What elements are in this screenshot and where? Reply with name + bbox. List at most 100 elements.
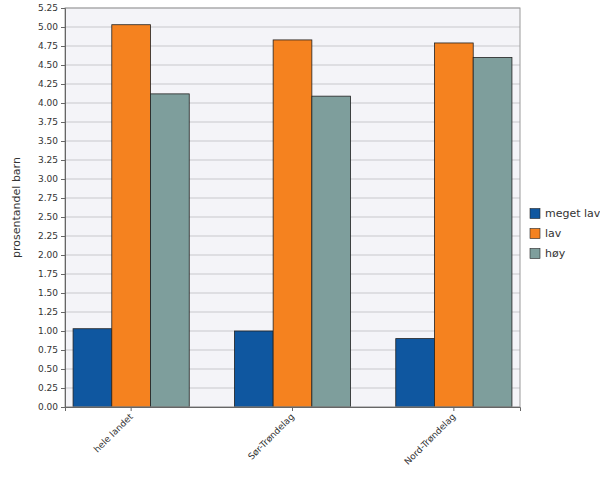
y-tick: 1.25 xyxy=(38,307,65,317)
bar xyxy=(434,43,473,407)
x-tick-mark xyxy=(453,407,454,411)
bar xyxy=(112,25,151,407)
y-tick: 1.75 xyxy=(38,269,65,279)
plot-frame xyxy=(65,8,520,407)
y-tick-mark xyxy=(61,407,65,408)
y-tick: 5.00 xyxy=(38,22,65,32)
legend-item: høy xyxy=(530,247,566,260)
y-tick: 2.50 xyxy=(38,212,65,222)
legend-label: høy xyxy=(545,247,566,260)
y-tick: 3.75 xyxy=(38,117,65,127)
y-tick-label: 1.50 xyxy=(38,288,58,298)
y-tick-mark xyxy=(61,217,65,218)
y-tick: 4.25 xyxy=(38,79,65,89)
bar xyxy=(73,329,112,407)
y-tick: 4.50 xyxy=(38,60,65,70)
y-tick-label: 4.50 xyxy=(38,60,58,70)
y-tick: 0.25 xyxy=(38,383,65,393)
y-tick-mark xyxy=(61,103,65,104)
y-tick: 2.00 xyxy=(38,250,65,260)
bar xyxy=(151,94,190,407)
bar xyxy=(396,339,435,407)
y-tick-mark xyxy=(61,84,65,85)
y-tick: 3.00 xyxy=(38,174,65,184)
y-tick: 1.50 xyxy=(38,288,65,298)
y-tick-label: 3.25 xyxy=(38,155,58,165)
y-tick-mark xyxy=(61,350,65,351)
legend-swatch xyxy=(530,229,540,239)
x-tick: Sør-Trøndelag xyxy=(246,407,296,462)
y-tick-label: 1.75 xyxy=(38,269,58,279)
bar xyxy=(473,57,512,407)
y-axis-line xyxy=(61,9,66,408)
y-tick: 0.00 xyxy=(38,402,65,412)
x-tick-mark xyxy=(131,407,132,411)
y-tick-mark xyxy=(61,274,65,275)
legend-item: meget lav xyxy=(530,207,600,220)
x-tick-label: hele landet xyxy=(92,411,135,454)
plot-background xyxy=(65,8,520,407)
y-tick-label: 0.00 xyxy=(38,402,58,412)
legend-swatch xyxy=(530,209,540,219)
y-tick-mark xyxy=(61,65,65,66)
y-tick-label: 0.25 xyxy=(38,383,58,393)
y-tick-label: 3.50 xyxy=(38,136,58,146)
y-tick-mark xyxy=(61,122,65,123)
y-tick-label: 1.00 xyxy=(38,326,58,336)
y-tick-mark xyxy=(61,312,65,313)
y-tick: 3.50 xyxy=(38,136,65,146)
y-tick-mark xyxy=(61,255,65,256)
y-tick-label: 5.00 xyxy=(38,22,58,32)
x-tick-label: Nord-Trøndelag xyxy=(402,412,457,467)
x-axis: hele landet Sør-Trøndelag Nord-Trøndelag xyxy=(66,407,521,467)
y-tick-label: 2.25 xyxy=(38,231,58,241)
chart: 0.00 0.25 0.50 0.75 1.00 1.25 1.50 1.75 2.00 2.25… xyxy=(0,0,600,502)
plot: 0.00 0.25 0.50 0.75 1.00 1.25 1.50 1.75 2.00 2.25… xyxy=(38,3,521,466)
x-tick-mark xyxy=(292,407,293,411)
y-tick-label: 0.75 xyxy=(38,345,58,355)
y-tick-label: 0.50 xyxy=(38,364,58,374)
y-tick-mark xyxy=(61,46,65,47)
y-tick-mark xyxy=(61,160,65,161)
x-axis-line xyxy=(66,408,521,412)
y-tick-mark xyxy=(61,331,65,332)
y-tick-label: 1.25 xyxy=(38,307,58,317)
y-tick-label: 2.50 xyxy=(38,212,58,222)
y-tick-mark xyxy=(61,293,65,294)
x-tick: hele landet xyxy=(92,407,135,454)
y-tick: 5.25 xyxy=(38,3,65,13)
y-tick: 3.25 xyxy=(38,155,65,165)
y-axis-title: prosentandel barn xyxy=(10,157,23,258)
series xyxy=(112,25,473,407)
y-tick: 4.00 xyxy=(38,98,65,108)
legend-item: lav xyxy=(530,227,562,240)
y-tick: 0.50 xyxy=(38,364,65,374)
y-tick-label: 2.00 xyxy=(38,250,58,260)
y-tick: 1.00 xyxy=(38,326,65,336)
bar xyxy=(312,96,351,407)
y-tick-mark xyxy=(61,27,65,28)
legend: meget lav lav høy xyxy=(530,207,600,260)
series xyxy=(151,57,512,407)
y-axis: 0.00 0.25 0.50 0.75 1.00 1.25 1.50 1.75 2.00 2.25… xyxy=(38,3,66,412)
bar xyxy=(234,331,273,407)
y-tick-label: 5.25 xyxy=(38,3,58,13)
legend-label: lav xyxy=(545,227,562,240)
y-tick-mark xyxy=(61,198,65,199)
y-tick-label: 2.75 xyxy=(38,193,58,203)
legend-swatch xyxy=(530,249,540,259)
y-tick-label: 3.75 xyxy=(38,117,58,127)
y-tick-mark xyxy=(61,179,65,180)
y-tick: 2.75 xyxy=(38,193,65,203)
y-tick: 0.75 xyxy=(38,345,65,355)
y-tick-mark xyxy=(61,8,65,9)
x-tick: Nord-Trøndelag xyxy=(402,407,457,467)
y-tick-mark xyxy=(61,388,65,389)
grid xyxy=(65,8,520,407)
x-tick-label: Sør-Trøndelag xyxy=(246,412,296,462)
y-tick-label: 4.00 xyxy=(38,98,58,108)
bars xyxy=(73,25,512,407)
legend-label: meget lav xyxy=(545,207,600,220)
y-tick-mark xyxy=(61,236,65,237)
y-tick-mark xyxy=(61,141,65,142)
